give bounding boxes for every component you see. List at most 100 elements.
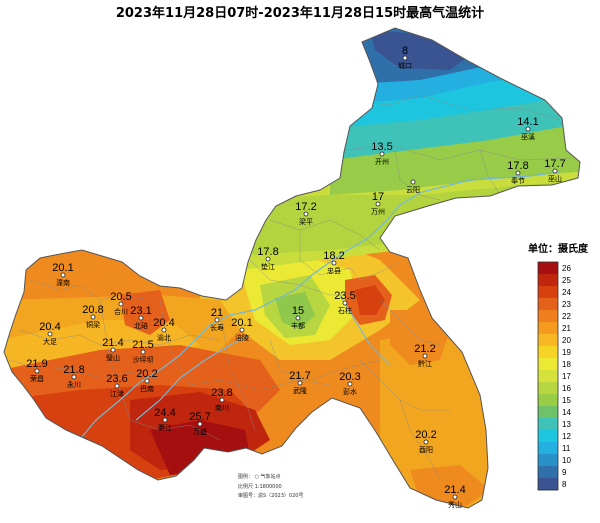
station-dot bbox=[197, 421, 203, 427]
station-dot bbox=[71, 374, 77, 380]
station-marker: 23.1 北碚 bbox=[130, 305, 151, 330]
legend-swatch bbox=[538, 442, 558, 455]
station-name: 云阳 bbox=[406, 185, 420, 194]
legend-swatch bbox=[538, 418, 558, 431]
station-dot bbox=[118, 301, 124, 307]
station-name: 涪陵 bbox=[235, 333, 249, 342]
station-name: 万盛 bbox=[193, 427, 207, 436]
station-temperature: 20.1 bbox=[231, 317, 252, 329]
station-temperature: 23.5 bbox=[334, 290, 355, 302]
station-marker: 24.4 綦江 bbox=[154, 407, 175, 432]
legend-swatch bbox=[538, 274, 558, 287]
station-dot bbox=[375, 201, 381, 207]
station-dot bbox=[114, 383, 120, 389]
station-name: 垫江 bbox=[261, 262, 275, 271]
station-dot bbox=[144, 378, 150, 384]
station-dot bbox=[90, 314, 96, 320]
station-marker: 21.7 武隆 bbox=[289, 370, 310, 395]
legend-swatch bbox=[538, 370, 558, 383]
legend-tick-label: 20 bbox=[562, 336, 571, 345]
station-dot bbox=[297, 380, 303, 386]
legend-tick-label: 11 bbox=[562, 444, 571, 453]
station-dot bbox=[422, 353, 428, 359]
station-temperature: 13.5 bbox=[371, 141, 392, 153]
legend-swatch bbox=[538, 358, 558, 371]
station-dot bbox=[402, 55, 408, 61]
station-temperature: 21 bbox=[211, 307, 223, 319]
station-name: 铜梁 bbox=[86, 320, 100, 329]
station-dot bbox=[423, 439, 429, 445]
legend-colorbar: 26 25 24 23 22 21 20 19 18 17 16 15 14 13 12 11 10 9 8 bbox=[537, 261, 571, 491]
station-name: 璧山 bbox=[106, 353, 120, 362]
station-marker: 20.4 渝北 bbox=[153, 317, 174, 342]
station-marker: 21.9 荣昌 bbox=[26, 358, 47, 383]
legend-swatch bbox=[538, 478, 558, 491]
station-dot bbox=[410, 179, 416, 185]
station-name: 酉阳 bbox=[419, 445, 433, 454]
legend-tick-label: 17 bbox=[562, 372, 571, 381]
legend-tick-label: 22 bbox=[562, 312, 571, 321]
station-name: 奉节 bbox=[511, 176, 525, 185]
station-temperature: 20.3 bbox=[339, 371, 360, 383]
station-temperature: 21.4 bbox=[444, 484, 465, 496]
station-temperature: 20.4 bbox=[153, 317, 174, 329]
legend-swatch bbox=[538, 286, 558, 299]
station-name: 武隆 bbox=[293, 386, 307, 395]
station-temperature: 21.8 bbox=[63, 364, 84, 376]
station-marker: 20.8 铜梁 bbox=[82, 304, 103, 329]
station-dot bbox=[140, 349, 146, 355]
legend-swatch bbox=[538, 394, 558, 407]
station-temperature: 20.8 bbox=[82, 304, 103, 316]
legend-swatch bbox=[538, 406, 558, 419]
station-name: 巫山 bbox=[548, 174, 562, 183]
station-marker: 25.7 万盛 bbox=[189, 411, 210, 436]
station-name: 彭水 bbox=[343, 387, 357, 396]
station-dot bbox=[239, 327, 245, 333]
station-dot bbox=[60, 272, 66, 278]
station-temperature: 17.2 bbox=[295, 201, 316, 213]
station-temperature: 20.5 bbox=[110, 291, 131, 303]
station-name: 城口 bbox=[398, 62, 412, 70]
station-name: 长寿 bbox=[210, 323, 224, 332]
legend-tick-label: 19 bbox=[562, 348, 571, 357]
station-dot bbox=[303, 211, 309, 217]
legend-swatch bbox=[538, 298, 558, 311]
station-marker: 23.8 南川 bbox=[211, 387, 232, 412]
station-dot bbox=[515, 170, 521, 176]
station-marker: 17.8 垫江 bbox=[257, 246, 278, 271]
station-name: 永川 bbox=[67, 380, 81, 389]
station-dot bbox=[265, 256, 271, 262]
legend-swatch bbox=[538, 262, 558, 275]
station-temperature: 21.2 bbox=[414, 343, 435, 355]
station-name: 南川 bbox=[215, 403, 229, 412]
legend-title: 单位：摄氏度 bbox=[528, 244, 588, 255]
legend-tick-label: 12 bbox=[562, 432, 571, 441]
station-name: 黔江 bbox=[418, 359, 432, 368]
station-marker: 21.8 永川 bbox=[63, 364, 84, 389]
station-marker: 17.8 奉节 bbox=[507, 160, 528, 185]
station-marker: 21.4 秀山 bbox=[444, 484, 465, 509]
legend-tick-label: 21 bbox=[562, 324, 571, 333]
legend-tick-label: 23 bbox=[562, 300, 571, 309]
station-name: 綦江 bbox=[158, 423, 172, 432]
station-temperature: 20.4 bbox=[39, 321, 60, 333]
legend-tick-label: 26 bbox=[562, 264, 571, 273]
station-marker: 20.5 合川 bbox=[110, 291, 131, 316]
map-title: 2023年11月28日07时-2023年11月28日15时最高气温统计 bbox=[115, 6, 485, 21]
map-note-scale: 比例尺 1:1800000 bbox=[238, 484, 282, 490]
station-temperature: 21.7 bbox=[289, 370, 310, 382]
legend-swatch bbox=[538, 322, 558, 335]
station-marker: 17 万州 bbox=[371, 191, 385, 216]
station-marker: 14.1 巫溪 bbox=[517, 116, 538, 141]
station-temperature: 17.8 bbox=[507, 160, 528, 172]
station-name: 潼南 bbox=[56, 278, 70, 287]
station-marker: 23.5 石柱 bbox=[334, 290, 355, 315]
station-marker: 18.2 忠县 bbox=[323, 250, 344, 275]
station-marker: 20.4 大足 bbox=[39, 321, 60, 346]
station-temperature: 17.8 bbox=[257, 246, 278, 258]
legend-frame bbox=[537, 261, 559, 491]
station-marker: 21 长寿 bbox=[210, 307, 224, 332]
station-temperature: 20.1 bbox=[52, 262, 73, 274]
legend-swatch bbox=[538, 334, 558, 347]
